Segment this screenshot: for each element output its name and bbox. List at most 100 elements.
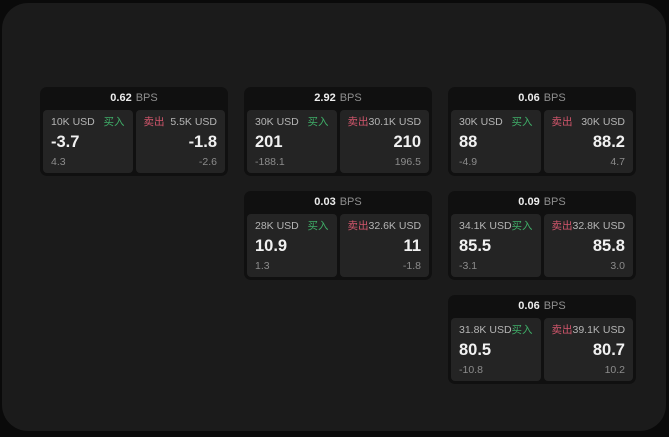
quote-panels: 28K USD 买入 10.9 1.3 卖出 32.6K USD 11 -1.8 — [244, 214, 432, 280]
buy-price-value: 201 — [255, 132, 283, 151]
bps-header: 0.09 BPS — [448, 191, 636, 214]
bps-unit: BPS — [339, 92, 362, 104]
buy-side-label: 买入 — [307, 116, 329, 128]
sell-quote-tile[interactable]: 卖出 32.8K USD 85.8 3.0 — [543, 214, 633, 277]
buy-quote-tile[interactable]: 30K USD 买入 201 -188.1 — [247, 110, 337, 173]
buy-side-label: 买入 — [307, 220, 329, 232]
sell-side-label: 卖出 — [551, 116, 573, 128]
buy-tile-header: 30K USD 买入 — [255, 117, 329, 128]
buy-size-label: 28K USD — [255, 220, 299, 232]
sell-size-label: 32.8K USD — [572, 220, 626, 232]
bps-unit: BPS — [339, 196, 362, 208]
buy-tile-header: 31.8K USD 买入 — [459, 325, 533, 336]
sell-side-label: 卖出 — [347, 220, 369, 232]
page-background: 0.62 BPS 10K USD 买入 -3.7 4.3 卖出 5.5K USD… — [2, 3, 666, 431]
quote-panels: 10K USD 买入 -3.7 4.3 卖出 5.5K USD -1.8 -2.… — [40, 110, 228, 176]
buy-sub-value: -10.8 — [459, 363, 483, 376]
buy-side-label: 买入 — [103, 116, 125, 128]
buy-size-label: 31.8K USD — [459, 324, 512, 336]
sell-quote-tile[interactable]: 卖出 30.1K USD 210 196.5 — [339, 110, 429, 173]
buy-tile-header: 10K USD 买入 — [51, 117, 125, 128]
sell-size-label: 39.1K USD — [572, 324, 626, 336]
sell-sub-value: 10.2 — [604, 363, 625, 376]
bps-unit: BPS — [543, 300, 566, 312]
buy-price-value: 88 — [459, 132, 478, 151]
buy-tile-header: 30K USD 买入 — [459, 117, 533, 128]
buy-quote-tile[interactable]: 30K USD 买入 88 -4.9 — [451, 110, 541, 173]
quote-card: 2.92 BPS 30K USD 买入 201 -188.1 卖出 30.1K … — [244, 87, 432, 176]
sell-side-label: 卖出 — [551, 220, 573, 232]
quote-panels: 30K USD 买入 88 -4.9 卖出 30K USD 88.2 4.7 — [448, 110, 636, 176]
quote-panels: 34.1K USD 买入 85.5 -3.1 卖出 32.8K USD 85.8… — [448, 214, 636, 280]
bps-header: 2.92 BPS — [244, 87, 432, 110]
buy-price-value: 85.5 — [459, 236, 492, 255]
buy-size-label: 10K USD — [51, 116, 95, 128]
sell-tile-header: 卖出 32.8K USD — [552, 221, 626, 232]
sell-quote-tile[interactable]: 卖出 30K USD 88.2 4.7 — [543, 110, 633, 173]
bps-header: 0.03 BPS — [244, 191, 432, 214]
quote-card: 0.06 BPS 30K USD 买入 88 -4.9 卖出 30K USD 8… — [448, 87, 636, 176]
buy-side-label: 买入 — [511, 220, 533, 232]
quote-panels: 30K USD 买入 201 -188.1 卖出 30.1K USD 210 1… — [244, 110, 432, 176]
buy-size-label: 30K USD — [459, 116, 503, 128]
sell-sub-value: 4.7 — [610, 155, 625, 168]
buy-quote-tile[interactable]: 34.1K USD 买入 85.5 -3.1 — [451, 214, 541, 277]
sell-side-label: 卖出 — [347, 116, 369, 128]
buy-tile-header: 34.1K USD 买入 — [459, 221, 533, 232]
quote-card: 0.06 BPS 31.8K USD 买入 80.5 -10.8 卖出 39.1… — [448, 295, 636, 384]
bps-value: 0.06 — [518, 300, 540, 312]
bps-unit: BPS — [543, 92, 566, 104]
quote-card: 0.62 BPS 10K USD 买入 -3.7 4.3 卖出 5.5K USD… — [40, 87, 228, 176]
bps-value: 0.09 — [518, 196, 540, 208]
buy-quote-tile[interactable]: 10K USD 买入 -3.7 4.3 — [43, 110, 133, 173]
bps-unit: BPS — [135, 92, 158, 104]
bps-value: 0.03 — [314, 196, 336, 208]
buy-sub-value: -3.1 — [459, 259, 478, 272]
buy-sub-value: -188.1 — [255, 155, 285, 168]
sell-price-value: 85.8 — [592, 236, 625, 255]
sell-size-label: 5.5K USD — [170, 116, 217, 128]
buy-price-value: 10.9 — [255, 236, 288, 255]
sell-side-label: 卖出 — [551, 324, 573, 336]
buy-quote-tile[interactable]: 28K USD 买入 10.9 1.3 — [247, 214, 337, 277]
sell-quote-tile[interactable]: 卖出 5.5K USD -1.8 -2.6 — [135, 110, 225, 173]
quote-panels: 31.8K USD 买入 80.5 -10.8 卖出 39.1K USD 80.… — [448, 318, 636, 384]
sell-quote-tile[interactable]: 卖出 32.6K USD 11 -1.8 — [339, 214, 429, 277]
buy-quote-tile[interactable]: 31.8K USD 买入 80.5 -10.8 — [451, 318, 541, 381]
buy-price-value: -3.7 — [51, 132, 80, 151]
quote-card: 0.03 BPS 28K USD 买入 10.9 1.3 卖出 32.6K US… — [244, 191, 432, 280]
sell-price-value: 80.7 — [592, 340, 625, 359]
sell-price-value: 210 — [393, 132, 421, 151]
bps-unit: BPS — [543, 196, 566, 208]
sell-sub-value: -2.6 — [198, 155, 217, 168]
buy-size-label: 30K USD — [255, 116, 299, 128]
bps-value: 0.62 — [110, 92, 132, 104]
sell-sub-value: 3.0 — [610, 259, 625, 272]
sell-price-value: 88.2 — [592, 132, 625, 151]
sell-size-label: 30.1K USD — [368, 116, 422, 128]
buy-sub-value: 4.3 — [51, 155, 66, 168]
cards-grid: 0.62 BPS 10K USD 买入 -3.7 4.3 卖出 5.5K USD… — [2, 3, 666, 431]
buy-tile-header: 28K USD 买入 — [255, 221, 329, 232]
sell-tile-header: 卖出 39.1K USD — [552, 325, 626, 336]
sell-sub-value: -1.8 — [402, 259, 421, 272]
bps-header: 0.62 BPS — [40, 87, 228, 110]
sell-tile-header: 卖出 30.1K USD — [348, 117, 422, 128]
sell-sub-value: 196.5 — [394, 155, 421, 168]
bps-header: 0.06 BPS — [448, 87, 636, 110]
bps-value: 2.92 — [314, 92, 336, 104]
sell-size-label: 32.6K USD — [368, 220, 422, 232]
buy-sub-value: 1.3 — [255, 259, 270, 272]
sell-side-label: 卖出 — [143, 116, 165, 128]
sell-tile-header: 卖出 32.6K USD — [348, 221, 422, 232]
buy-price-value: 80.5 — [459, 340, 492, 359]
buy-size-label: 34.1K USD — [459, 220, 512, 232]
sell-tile-header: 卖出 5.5K USD — [144, 117, 218, 128]
quote-card: 0.09 BPS 34.1K USD 买入 85.5 -3.1 卖出 32.8K… — [448, 191, 636, 280]
sell-price-value: 11 — [403, 236, 421, 255]
sell-price-value: -1.8 — [188, 132, 217, 151]
buy-sub-value: -4.9 — [459, 155, 478, 168]
buy-side-label: 买入 — [511, 116, 533, 128]
sell-quote-tile[interactable]: 卖出 39.1K USD 80.7 10.2 — [543, 318, 633, 381]
bps-value: 0.06 — [518, 92, 540, 104]
